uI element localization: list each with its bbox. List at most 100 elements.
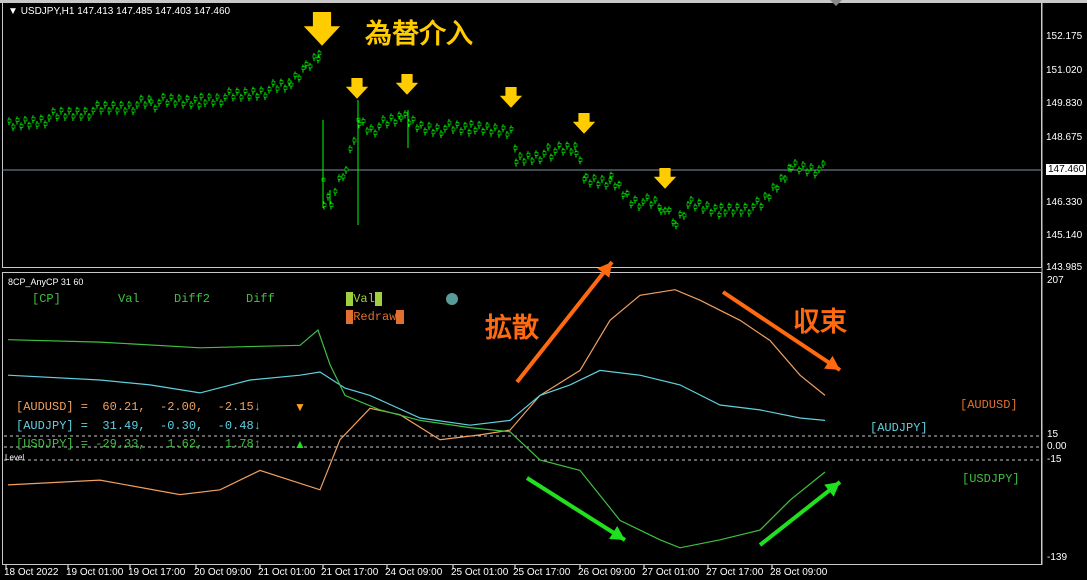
candle-body bbox=[621, 193, 626, 197]
expand-annotation: 拡散 bbox=[485, 313, 539, 344]
scroll-marker-icon bbox=[830, 0, 842, 6]
candle-body bbox=[75, 108, 80, 113]
candle-body bbox=[609, 173, 614, 177]
candle-body bbox=[600, 176, 605, 181]
time-axis-label: 25 Oct 01:00 bbox=[451, 567, 509, 578]
candle-body bbox=[385, 122, 390, 126]
candle-body bbox=[247, 94, 252, 99]
candle-body bbox=[767, 195, 772, 199]
candle-body bbox=[538, 157, 543, 162]
candle-body bbox=[569, 149, 574, 154]
intervention-arrow-icon bbox=[395, 74, 419, 95]
candle-body bbox=[239, 95, 244, 100]
candle-body bbox=[377, 124, 382, 128]
usdjpy-down-arrow-icon-head bbox=[609, 526, 625, 540]
candle-body bbox=[467, 130, 472, 134]
candle-body bbox=[717, 213, 722, 217]
candle-body bbox=[743, 204, 748, 208]
candle-body bbox=[149, 99, 154, 104]
candle-body bbox=[293, 73, 298, 77]
candle-body bbox=[15, 118, 20, 122]
candle-body bbox=[297, 75, 302, 80]
candle-body bbox=[686, 202, 691, 207]
candle-body bbox=[235, 89, 240, 93]
legend-val: ■Val■ bbox=[346, 292, 383, 306]
header-cp: [CP] bbox=[32, 292, 61, 306]
candle-body bbox=[199, 94, 204, 98]
candle-body bbox=[255, 94, 260, 98]
candle-body bbox=[674, 222, 679, 227]
time-axis-label: 20 Oct 09:00 bbox=[194, 567, 252, 578]
candle-body bbox=[103, 102, 108, 106]
candle-body bbox=[411, 117, 416, 121]
candle-body bbox=[373, 131, 378, 135]
candle-body bbox=[107, 108, 112, 113]
ind-axis-neg15: -15 bbox=[1047, 454, 1062, 465]
row-usdjpy: [USDJPY] = -29.33, 1.62, 1.78↑ bbox=[16, 437, 261, 451]
candle-body bbox=[809, 164, 814, 169]
candle-body bbox=[381, 116, 386, 121]
candle-body bbox=[514, 160, 519, 164]
candle-body bbox=[705, 202, 710, 207]
candle-body bbox=[735, 204, 740, 208]
candle-body bbox=[348, 146, 353, 151]
intervention-arrow-icon bbox=[499, 87, 523, 108]
candle-body bbox=[739, 210, 744, 215]
candle-body bbox=[317, 51, 322, 56]
candle-body bbox=[653, 197, 658, 202]
candle-body bbox=[337, 175, 342, 180]
candle-body bbox=[31, 116, 36, 121]
candle-body bbox=[633, 197, 638, 201]
converge-arrow-icon-head bbox=[824, 355, 840, 370]
candle-body bbox=[805, 170, 810, 174]
header-diff2: Diff2 bbox=[174, 292, 211, 306]
legend-redraw: ■Redraw■ bbox=[346, 310, 404, 324]
candle-body bbox=[625, 191, 630, 195]
candle-body bbox=[127, 102, 132, 107]
candle-body bbox=[329, 203, 334, 207]
candle-body bbox=[667, 208, 672, 212]
candle-body bbox=[513, 146, 518, 150]
candle-body bbox=[333, 189, 338, 194]
candle-body bbox=[7, 118, 12, 123]
candle-body bbox=[219, 101, 224, 105]
candle-body bbox=[485, 123, 490, 128]
dropdown-icon[interactable]: ▼ bbox=[8, 6, 21, 17]
intervention-arrow-icon bbox=[572, 113, 596, 134]
candle-body bbox=[271, 80, 276, 85]
candle-body bbox=[289, 82, 294, 87]
candle-body bbox=[779, 175, 784, 180]
level-label: Level bbox=[5, 453, 25, 462]
candle-body bbox=[709, 210, 714, 214]
price-axis-label: 145.140 bbox=[1046, 230, 1083, 241]
candle-body bbox=[451, 127, 456, 132]
candle-body bbox=[177, 95, 182, 100]
candle-body bbox=[153, 106, 158, 110]
candle-body bbox=[697, 200, 702, 204]
candle-body bbox=[763, 193, 768, 198]
candle-body bbox=[207, 94, 212, 99]
ind-axis-15: 15 bbox=[1047, 429, 1059, 440]
candle-body bbox=[157, 100, 162, 104]
candle-body bbox=[793, 160, 798, 165]
time-axis-label: 24 Oct 09:00 bbox=[385, 567, 443, 578]
candle-body bbox=[352, 138, 357, 143]
time-axis-label: 27 Oct 17:00 bbox=[706, 567, 764, 578]
candle-body bbox=[197, 103, 202, 108]
candle-body bbox=[161, 94, 166, 99]
candle-body bbox=[215, 94, 220, 99]
candle-body bbox=[592, 175, 597, 180]
candle-body bbox=[27, 123, 32, 128]
candle-body bbox=[637, 204, 642, 209]
candle-body bbox=[39, 116, 44, 120]
candle-body bbox=[546, 144, 551, 149]
price-axis-label: 149.830 bbox=[1046, 98, 1083, 109]
candle-body bbox=[813, 172, 818, 176]
candle-body bbox=[447, 120, 452, 125]
intervention-arrow-icon bbox=[303, 12, 341, 46]
candle-body bbox=[645, 194, 650, 199]
status-dot[interactable] bbox=[446, 293, 458, 305]
candle-body bbox=[604, 183, 609, 188]
candle-body bbox=[501, 125, 506, 130]
candle-body bbox=[423, 129, 428, 133]
